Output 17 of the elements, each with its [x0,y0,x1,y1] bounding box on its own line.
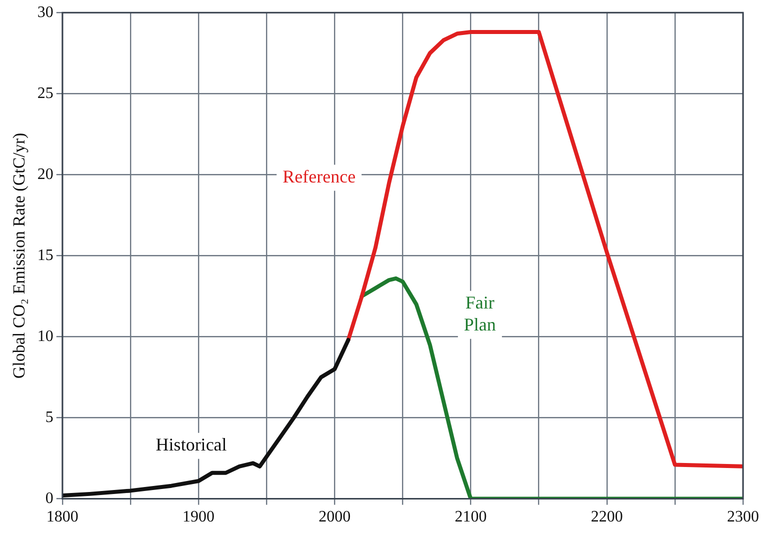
x-tick-label: 2000 [318,508,351,526]
y-tick-label: 10 [37,328,54,345]
y-tick-label: 30 [37,4,54,21]
y-tick-label: 5 [45,408,54,426]
x-tick-label: 2300 [727,508,759,526]
x-tick-label: 2100 [454,508,487,526]
y-tick-label: 0 [45,490,54,508]
series-label: Historical [156,434,227,455]
series-label: Reference [282,166,356,187]
y-axis-title: Global CO₂ Emission Rate (GtC/yr) [10,132,29,379]
series-label: Fair Plan [464,292,496,335]
x-tick-label: 1800 [46,508,78,526]
y-tick-label: 25 [37,84,54,102]
y-tick-label: 15 [37,246,54,264]
y-tick-label: 20 [37,166,54,183]
x-tick-label: 2200 [590,508,623,526]
x-tick-label: 1900 [182,508,215,526]
